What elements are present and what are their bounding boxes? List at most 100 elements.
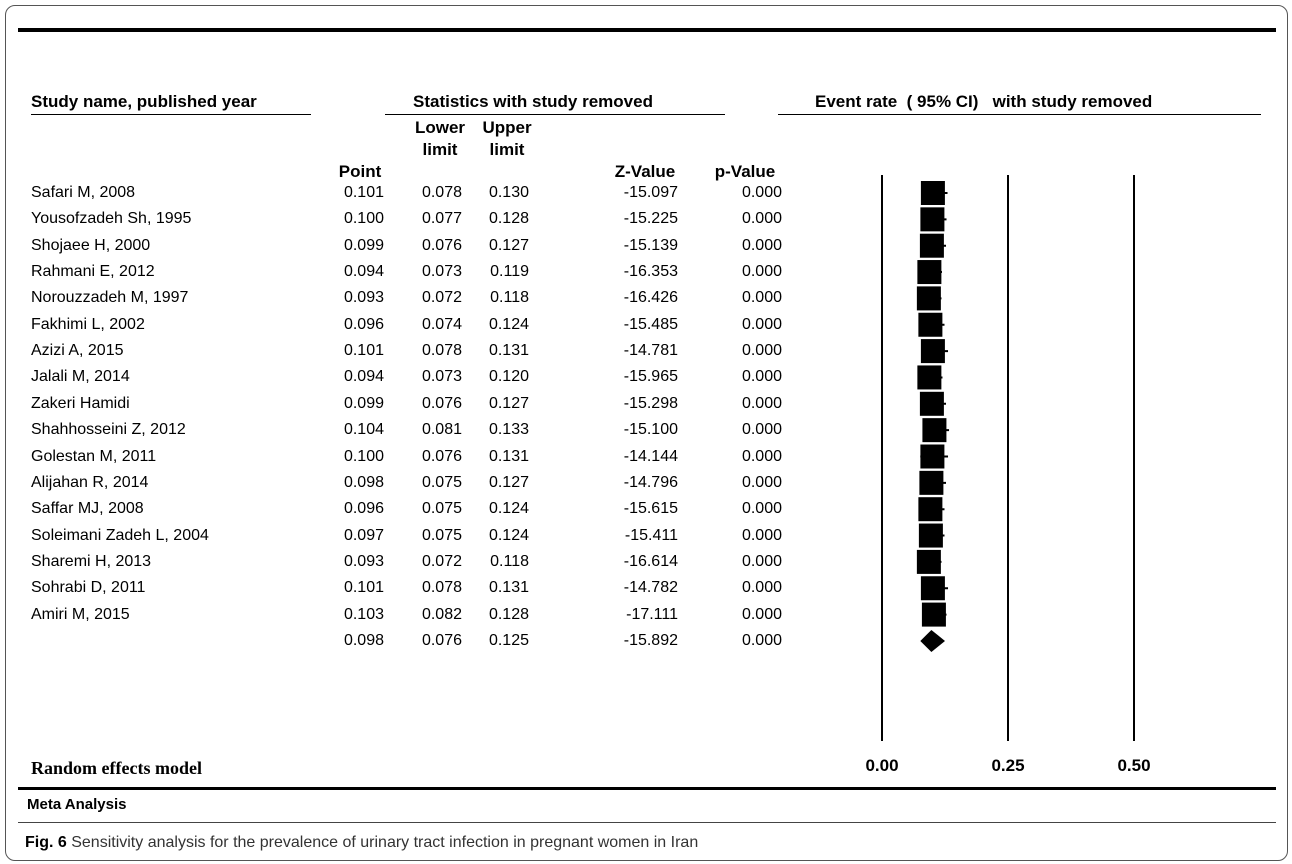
cell-p: 0.000 bbox=[741, 526, 782, 544]
cell-lower: 0.075 bbox=[421, 526, 462, 544]
study-name: Jalali M, 2014 bbox=[31, 368, 130, 386]
header-plot: Event rate ( 95% CI) with study removed bbox=[815, 92, 1153, 111]
cell-upper: 0.120 bbox=[488, 368, 529, 386]
cell-z: -15.615 bbox=[623, 500, 678, 518]
top-rule bbox=[18, 28, 1276, 32]
study-name: Zakeri Hamidi bbox=[31, 394, 130, 412]
cell-point: 0.094 bbox=[343, 263, 384, 281]
study-marker bbox=[916, 286, 942, 311]
cell-lower: 0.072 bbox=[421, 552, 462, 570]
cell-lower: 0.075 bbox=[421, 500, 462, 518]
point-square bbox=[916, 286, 941, 311]
cell-p: 0.000 bbox=[741, 236, 782, 254]
cell-p: 0.000 bbox=[741, 447, 782, 465]
cell-p: 0.000 bbox=[741, 289, 782, 307]
caption-text: Sensitivity analysis for the prevalence … bbox=[66, 834, 699, 851]
cell-z: -16.353 bbox=[623, 263, 678, 281]
cell-z: -14.796 bbox=[623, 473, 678, 491]
study-marker bbox=[918, 523, 945, 548]
study-name: Alijahan R, 2014 bbox=[31, 473, 149, 491]
cell-lower: 0.078 bbox=[421, 579, 462, 597]
cell-lower: 0.077 bbox=[421, 210, 462, 228]
study-marker bbox=[920, 207, 947, 232]
cell-z: -14.144 bbox=[623, 447, 678, 465]
study-name: Shahhosseini Z, 2012 bbox=[31, 421, 186, 439]
cell-point: 0.098 bbox=[343, 473, 384, 491]
header-stats-underline bbox=[385, 114, 725, 115]
cell-upper: 0.127 bbox=[488, 394, 529, 412]
cell-upper: 0.131 bbox=[488, 447, 529, 465]
bottom-rule bbox=[18, 787, 1276, 790]
cell-lower: 0.076 bbox=[421, 447, 462, 465]
cell-upper: 0.118 bbox=[490, 552, 529, 570]
cell-lower: 0.072 bbox=[421, 289, 462, 307]
point-square bbox=[919, 391, 944, 416]
study-name: Norouzzadeh M, 1997 bbox=[31, 289, 189, 307]
col-p: p-Value bbox=[714, 162, 776, 181]
cell-lower: 0.078 bbox=[421, 342, 462, 360]
cell-point: 0.096 bbox=[343, 315, 384, 333]
cell-lower: 0.076 bbox=[421, 631, 462, 649]
point-square bbox=[920, 181, 945, 205]
x-tick-label: 0.50 bbox=[1117, 756, 1151, 775]
point-square bbox=[919, 470, 944, 495]
cell-upper: 0.130 bbox=[488, 184, 529, 201]
study-name: Rahmani E, 2012 bbox=[31, 263, 155, 281]
cell-point: 0.098 bbox=[343, 631, 384, 649]
summary-diamond bbox=[920, 629, 945, 652]
cell-point: 0.100 bbox=[343, 447, 384, 465]
study-name: Amiri M, 2015 bbox=[31, 605, 130, 623]
point-square bbox=[922, 418, 947, 443]
cell-upper: 0.127 bbox=[488, 236, 529, 254]
cell-p: 0.000 bbox=[741, 342, 782, 360]
cell-z: -16.426 bbox=[623, 289, 678, 307]
cell-point: 0.101 bbox=[343, 579, 384, 597]
x-tick-label: 0.00 bbox=[865, 756, 899, 775]
cell-lower: 0.076 bbox=[421, 236, 462, 254]
cell-p: 0.000 bbox=[741, 500, 782, 518]
header-study: Study name, published year bbox=[31, 92, 257, 111]
study-marker bbox=[921, 602, 947, 627]
cell-p: 0.000 bbox=[741, 394, 782, 412]
study-name: Shojaee H, 2000 bbox=[31, 236, 151, 254]
cell-upper: 0.125 bbox=[488, 631, 529, 649]
point-square bbox=[917, 260, 942, 285]
cell-p: 0.000 bbox=[741, 315, 782, 333]
cell-p: 0.000 bbox=[741, 605, 782, 623]
study-marker bbox=[918, 312, 945, 337]
cell-z: -15.100 bbox=[623, 421, 678, 439]
cell-point: 0.099 bbox=[343, 394, 384, 412]
study-marker bbox=[922, 418, 950, 443]
caption-label: Fig. 6 bbox=[25, 834, 67, 851]
study-marker bbox=[920, 181, 948, 205]
point-square bbox=[919, 233, 944, 258]
study-marker bbox=[919, 233, 947, 258]
model-label: Random effects model bbox=[31, 758, 202, 778]
point-square bbox=[918, 523, 943, 548]
point-square bbox=[917, 365, 942, 390]
cell-upper: 0.124 bbox=[488, 526, 529, 544]
cell-z: -15.298 bbox=[623, 394, 678, 412]
point-square bbox=[920, 444, 945, 469]
cell-lower: 0.078 bbox=[421, 184, 462, 201]
cell-upper: 0.131 bbox=[488, 342, 529, 360]
cell-p: 0.000 bbox=[741, 368, 782, 386]
cell-z: -15.139 bbox=[623, 236, 678, 254]
cell-upper: 0.124 bbox=[488, 315, 529, 333]
cell-lower: 0.073 bbox=[421, 263, 462, 281]
cell-lower: 0.082 bbox=[421, 605, 462, 623]
cell-upper: 0.124 bbox=[488, 500, 529, 518]
cell-p: 0.000 bbox=[741, 473, 782, 491]
cell-p: 0.000 bbox=[741, 184, 782, 201]
study-marker bbox=[920, 576, 949, 601]
cell-point: 0.104 bbox=[343, 421, 384, 439]
cell-p: 0.000 bbox=[741, 210, 782, 228]
col-point: Point bbox=[338, 162, 382, 181]
col-upper: Upper limit bbox=[482, 118, 532, 159]
point-square bbox=[916, 549, 941, 574]
study-marker bbox=[920, 339, 949, 364]
header-plot-underline bbox=[778, 114, 1261, 115]
cell-p: 0.000 bbox=[741, 631, 782, 649]
study-marker bbox=[917, 365, 943, 390]
